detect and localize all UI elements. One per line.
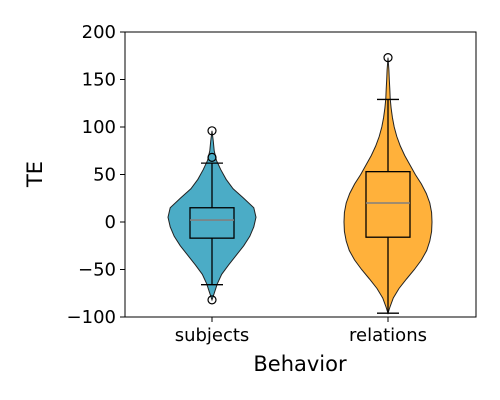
y-tick-label: 200 xyxy=(82,22,116,43)
x-axis-label: Behavior xyxy=(253,352,347,376)
violin-body xyxy=(167,130,257,302)
outlier-point xyxy=(383,53,393,63)
y-tick-label: 0 xyxy=(105,212,116,233)
axes: subjects relations −100 −50 0 50 100 150 200 xyxy=(67,22,427,346)
plot-frame xyxy=(124,31,477,318)
x-tick-label: relations xyxy=(349,325,427,346)
outlier-point xyxy=(207,126,217,136)
iqr-box xyxy=(365,170,411,238)
y-tick-label: 50 xyxy=(93,165,116,186)
outlier-point xyxy=(207,152,217,162)
y-tick-label: −50 xyxy=(78,260,116,281)
y-tick-label: 150 xyxy=(82,70,116,91)
y-tick-label: −100 xyxy=(67,307,116,328)
violin-body xyxy=(343,57,433,315)
violin-relations xyxy=(343,53,433,315)
plot-area xyxy=(167,53,433,315)
violin-subjects xyxy=(167,126,257,305)
x-tick-label: subjects xyxy=(175,325,250,346)
outlier-point xyxy=(207,295,217,305)
y-axis-label: TE xyxy=(23,161,47,188)
y-tick-label: 100 xyxy=(82,117,116,138)
iqr-box xyxy=(189,207,235,239)
